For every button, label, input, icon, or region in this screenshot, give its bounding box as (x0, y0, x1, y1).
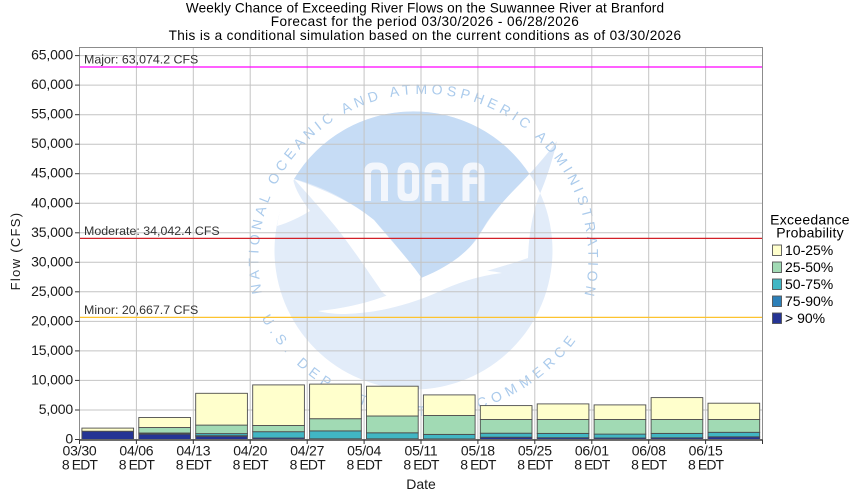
svg-text:10,000: 10,000 (31, 371, 73, 387)
svg-text:Weekly Chance of Exceeding Riv: Weekly Chance of Exceeding River Flows o… (186, 1, 664, 16)
svg-text:8 EDT: 8 EDT (62, 456, 99, 472)
svg-text:50,000: 50,000 (31, 135, 73, 151)
svg-text:04/27: 04/27 (290, 443, 324, 459)
svg-text:Probability: Probability (776, 224, 844, 240)
svg-text:06/01: 06/01 (575, 443, 609, 459)
svg-text:10-25%: 10-25% (785, 242, 833, 258)
svg-text:Date: Date (406, 476, 436, 492)
svg-text:05/18: 05/18 (461, 443, 495, 459)
svg-text:Moderate: 34,042.4 CFS: Moderate: 34,042.4 CFS (84, 224, 220, 238)
svg-text:8 EDT: 8 EDT (688, 456, 725, 472)
svg-text:25,000: 25,000 (31, 283, 73, 299)
svg-text:8 EDT: 8 EDT (574, 456, 611, 472)
svg-text:> 90%: > 90% (785, 310, 825, 326)
svg-text:06/15: 06/15 (689, 443, 723, 459)
svg-text:0: 0 (65, 431, 73, 447)
svg-text:40,000: 40,000 (31, 194, 73, 210)
svg-text:8 EDT: 8 EDT (403, 456, 440, 472)
svg-text:03/30: 03/30 (63, 443, 97, 459)
svg-text:25-50%: 25-50% (785, 259, 833, 275)
svg-text:55,000: 55,000 (31, 106, 73, 122)
svg-text:8 EDT: 8 EDT (460, 456, 497, 472)
svg-text:05/04: 05/04 (347, 443, 381, 459)
svg-text:8 EDT: 8 EDT (631, 456, 668, 472)
svg-text:20,000: 20,000 (31, 312, 73, 328)
svg-text:60,000: 60,000 (31, 76, 73, 92)
svg-text:05/25: 05/25 (518, 443, 552, 459)
svg-text:15,000: 15,000 (31, 342, 73, 358)
svg-text:Forecast for the period 03/30/: Forecast for the period 03/30/2026 - 06/… (271, 14, 579, 29)
svg-text:Exceedance: Exceedance (770, 212, 850, 228)
svg-text:5,000: 5,000 (39, 401, 74, 417)
svg-text:50-75%: 50-75% (785, 276, 833, 292)
svg-text:8 EDT: 8 EDT (233, 456, 270, 472)
svg-text:30,000: 30,000 (31, 253, 73, 269)
svg-text:05/11: 05/11 (405, 443, 438, 459)
svg-text:8 EDT: 8 EDT (517, 456, 554, 472)
svg-text:Minor: 20,667.7 CFS: Minor: 20,667.7 CFS (84, 303, 198, 317)
svg-text:8 EDT: 8 EDT (347, 456, 384, 472)
svg-text:65,000: 65,000 (31, 47, 73, 63)
svg-text:04/20: 04/20 (233, 443, 267, 459)
svg-text:Major: 63,074.2 CFS: Major: 63,074.2 CFS (84, 53, 198, 67)
svg-text:Flow (CFS): Flow (CFS) (8, 212, 23, 291)
svg-text:04/06: 04/06 (119, 443, 153, 459)
svg-text:This is a conditional simulati: This is a conditional simulation based o… (169, 28, 682, 43)
svg-text:04/13: 04/13 (176, 443, 210, 459)
svg-text:35,000: 35,000 (31, 224, 73, 240)
svg-text:8 EDT: 8 EDT (290, 456, 327, 472)
svg-text:8 EDT: 8 EDT (176, 456, 213, 472)
svg-text:45,000: 45,000 (31, 165, 73, 181)
svg-text:75-90%: 75-90% (785, 293, 833, 309)
svg-text:8 EDT: 8 EDT (119, 456, 156, 472)
svg-text:06/08: 06/08 (632, 443, 666, 459)
